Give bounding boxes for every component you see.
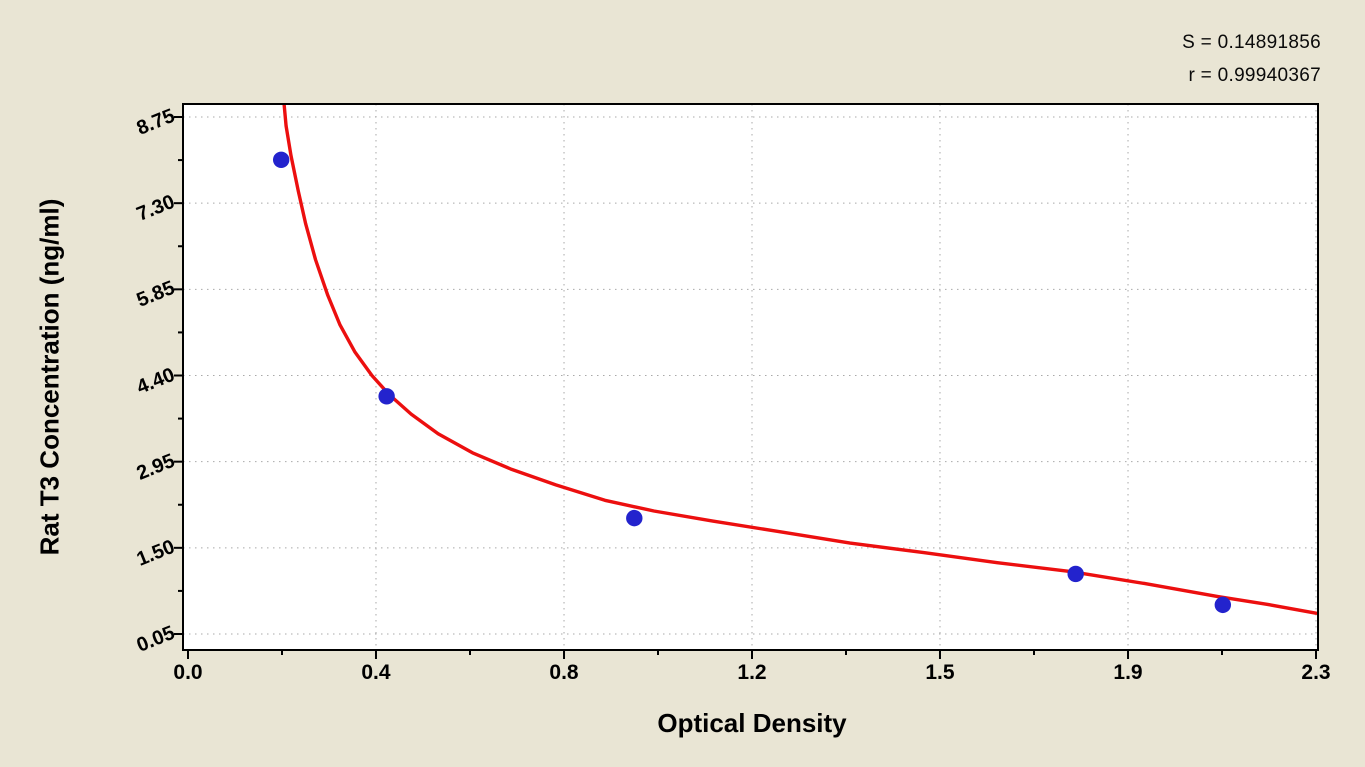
x-tick-label: 0.0 bbox=[173, 661, 203, 684]
plot-area bbox=[183, 104, 1318, 650]
x-tick-label: 1.2 bbox=[737, 661, 767, 684]
x-tick-label: 0.4 bbox=[361, 661, 391, 684]
x-tick-label: 1.9 bbox=[1113, 661, 1143, 684]
y-axis-title: Rat T3 Concentration (ng/ml) bbox=[34, 198, 65, 556]
x-tick-label: 1.5 bbox=[925, 661, 955, 684]
data-point bbox=[1214, 596, 1232, 614]
data-point bbox=[1067, 565, 1084, 583]
data-point bbox=[626, 509, 643, 527]
fit-stat-s: S = 0.14891856 bbox=[1182, 32, 1321, 53]
axis-box bbox=[182, 103, 1319, 651]
fit-stat-r: r = 0.99940367 bbox=[1188, 65, 1321, 87]
fit-statistics: S = 0.14891856 r = 0.99940367 bbox=[1182, 26, 1321, 93]
fit-curve bbox=[282, 105, 1317, 615]
x-axis-title: Optical Density bbox=[657, 708, 847, 738]
data-point bbox=[378, 388, 395, 405]
x-tick-label: 0.8 bbox=[549, 661, 579, 684]
x-tick-label: 2.3 bbox=[1301, 661, 1331, 684]
data-point bbox=[272, 151, 290, 168]
